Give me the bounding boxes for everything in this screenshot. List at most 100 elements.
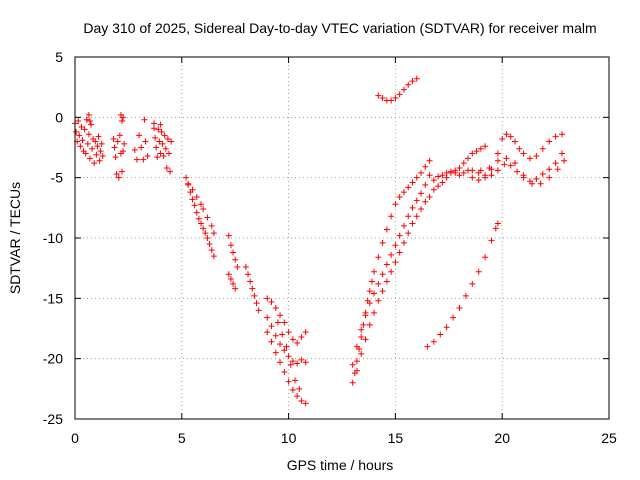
data-point <box>198 201 205 208</box>
grid <box>75 57 609 419</box>
data-point <box>272 304 279 311</box>
data-point <box>353 367 360 374</box>
data-point <box>92 138 99 145</box>
data-point <box>272 349 279 356</box>
data-point <box>193 209 200 216</box>
data-point <box>477 167 484 174</box>
data-point <box>98 140 105 147</box>
data-point <box>362 336 369 343</box>
data-point <box>73 128 80 135</box>
data-point <box>281 368 288 375</box>
data-point <box>144 152 151 159</box>
data-point <box>469 174 476 181</box>
data-point <box>79 137 86 144</box>
data-point <box>546 138 553 145</box>
y-tick-label: -25 <box>43 411 63 427</box>
data-point <box>281 319 288 326</box>
data-point <box>437 331 444 338</box>
data-point <box>559 131 566 138</box>
data-point <box>99 152 106 159</box>
data-point <box>409 179 416 186</box>
data-point <box>482 254 489 261</box>
data-point <box>298 356 305 363</box>
data-point <box>163 165 170 172</box>
data-point <box>426 193 433 200</box>
data-point <box>426 172 433 179</box>
data-point <box>388 97 395 104</box>
data-point <box>154 154 161 161</box>
data-point <box>486 165 493 172</box>
data-point <box>418 206 425 213</box>
y-tick-labels: -25 -20 -15 -10 -5 0 5 <box>43 49 63 427</box>
data-point <box>469 280 476 287</box>
data-point <box>392 201 399 208</box>
data-point <box>409 220 416 227</box>
data-point <box>492 225 499 232</box>
data-point <box>375 280 382 287</box>
data-point <box>302 329 309 336</box>
data-point <box>97 148 104 155</box>
data-point <box>94 143 101 150</box>
data-point <box>375 297 382 304</box>
data-point <box>189 186 196 193</box>
data-point <box>294 360 301 367</box>
data-point <box>465 155 472 162</box>
data-point <box>349 379 356 386</box>
data-point <box>86 117 93 124</box>
data-point <box>227 276 234 283</box>
data-point <box>189 196 196 203</box>
y-tick-label: -15 <box>43 290 63 306</box>
y-axis-label: SDTVAR / TECUs <box>7 182 23 294</box>
data-point <box>115 174 122 181</box>
data-point <box>392 242 399 249</box>
data-point <box>494 220 501 227</box>
data-point <box>210 253 217 260</box>
data-point <box>133 156 140 163</box>
data-point <box>138 144 145 151</box>
data-point <box>225 271 232 278</box>
data-point <box>375 92 382 99</box>
data-point <box>475 177 482 184</box>
x-tick-labels: 0 5 10 15 20 25 <box>71 430 617 446</box>
data-point <box>165 150 172 157</box>
series-right-waves <box>469 131 568 187</box>
data-point <box>533 152 540 159</box>
data-point <box>400 239 407 246</box>
data-point <box>379 95 386 102</box>
data-point <box>450 314 457 321</box>
data-point <box>210 230 217 237</box>
data-point <box>191 202 198 209</box>
data-point <box>120 114 127 121</box>
data-point <box>227 242 234 249</box>
data-point <box>195 215 202 222</box>
data-point <box>268 323 275 330</box>
data-point <box>366 300 373 307</box>
data-point <box>552 160 559 167</box>
data-point <box>405 213 412 220</box>
data-point <box>533 175 540 182</box>
data-point <box>507 133 514 140</box>
data-point <box>358 333 365 340</box>
data-point <box>409 204 416 211</box>
data-point <box>501 161 508 168</box>
y-tick-label: -5 <box>51 170 64 186</box>
data-point <box>298 397 305 404</box>
data-point <box>400 189 407 196</box>
data-point <box>157 150 164 157</box>
data-point <box>405 81 412 88</box>
data-point <box>160 152 167 159</box>
data-point <box>204 235 211 241</box>
data-point <box>302 359 309 366</box>
data-point <box>287 361 294 368</box>
data-point <box>82 150 89 157</box>
x-tick-label: 25 <box>601 430 617 446</box>
data-point <box>507 162 514 169</box>
data-point <box>91 160 98 167</box>
data-point <box>114 138 121 145</box>
data-point <box>396 91 403 98</box>
data-point <box>529 180 536 187</box>
data-point <box>456 165 463 172</box>
data-point <box>96 157 103 164</box>
data-point <box>110 136 117 143</box>
